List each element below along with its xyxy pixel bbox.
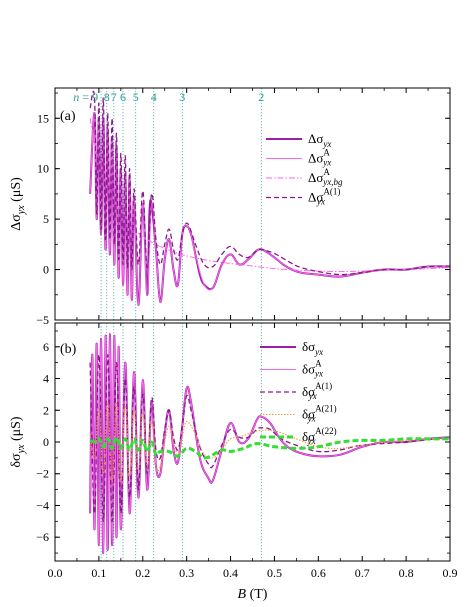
x-tick-label: 0.4 [223,566,238,580]
panel-a-ytick-label: −5 [36,313,49,327]
x-tick-label: 0.0 [48,566,63,580]
panel-b-series-group [89,333,450,555]
panel-b-label: (b) [60,342,77,357]
x-tick-label: 0.5 [267,566,282,580]
legend-label-base: Δσ [308,190,323,205]
legend-label-base: Δσ [308,131,323,146]
landau-level-symbol: n [73,90,79,104]
y-axis-label-base: δσ [9,453,24,468]
panel-a-ytick-label: 10 [37,162,49,176]
legend-label-base: δσ [302,407,315,422]
x-tick-label: 0.6 [311,566,326,580]
x-axis-label-unit: (T) [246,587,268,602]
legend-label-subscript: yx [322,158,331,168]
panel-b-legend-label-4: δσA(22) yx [302,426,337,446]
landau-level-label: 5 [133,90,139,104]
legend-label-superscript: A(21) [315,404,337,414]
x-tick-label: 0.8 [399,566,414,580]
x-tick-label: 0.9 [443,566,458,580]
x-tick-label: 0.2 [135,566,150,580]
landau-level-label: n = 9 [73,90,98,104]
panel-a-legend-label-1: ΔσA yx [308,148,331,168]
panel-a-ytick-label: 15 [37,111,49,125]
legend-label-base: δσ [302,384,315,399]
y-axis-label-unit: (μS) [9,177,24,205]
legend-label-subscript: yx [316,197,325,207]
panel-a-legend-label-2: ΔσA yx,bg [308,167,343,187]
legend-label-superscript: A(22) [315,426,337,436]
legend-label-base: δσ [302,362,315,377]
legend-label-base: δσ [302,339,315,354]
panel-a-frame [54,87,451,321]
panel-b-ytick-label: −6 [36,530,49,544]
x-tick-label: 0.7 [355,566,370,580]
legend-label-subscript: yx [322,139,331,149]
legend-label-superscript: A [323,167,330,177]
panel-a-ytick-label: 0 [43,263,49,277]
panel-b-y-axis-label: δσyx (μS) [9,416,27,468]
legend-label-subscript: yx,bg [322,177,343,187]
panel-a-legend-label-0: Δσyx [308,131,331,149]
panel-b-series-line-2 [89,354,450,522]
panel-b-legend-label-0: δσyx [302,339,323,357]
y-axis-label-base: Δσ [9,214,24,231]
panel-b-ytick-label: 0 [43,435,49,449]
panel-a-y-axis-label: Δσyx (μS) [9,177,27,231]
legend-label-base: δσ [302,429,315,444]
legend-label-base: Δσ [308,170,323,185]
legend-label-base: Δσ [308,151,323,166]
legend-label-subscript: yx [314,369,323,379]
landau-level-label: 8 [104,90,110,104]
panel-b-ytick-label: −2 [36,467,49,481]
panel-a-series-line-2 [89,118,450,273]
y-axis-label-unit: (μS) [9,416,24,444]
panel-b-ytick-label: −4 [36,498,49,512]
y-axis-label-subscript: yx [16,205,27,215]
panel-b-series-line-0 [89,333,450,555]
panel-a-ytick-label: 5 [43,212,49,226]
landau-level-label: 6 [120,90,126,104]
panel-a-label: (a) [60,109,76,124]
panel-b-ytick-label: 6 [43,340,49,354]
landau-level-label: 4 [151,90,157,104]
panel-a-series-line-3 [89,90,450,276]
landau-level-label: 3 [179,90,185,104]
panel-b-ytick-label: 2 [43,403,49,417]
landau-level-index: = 9 [79,90,98,104]
panel-b-series-line-3 [89,401,450,483]
legend-label-superscript: A [323,148,330,158]
panel-b-legend-label-2: δσA(1) yx [302,381,332,401]
x-tick-label: 0.1 [91,566,106,580]
panel-b-legend-label-1: δσA yx [302,359,323,379]
panel-b-series-line-4 [89,435,450,460]
panel-b-series-line-1 [89,333,450,554]
x-axis-label: B (T) [238,587,268,602]
legend-label-subscript: yx [314,347,323,357]
landau-level-label: 2 [258,90,264,104]
panel-a-series-group [89,90,450,306]
legend-label-superscript: A [315,359,322,369]
panel-a-legend-label-3: ΔσA(1) yx [308,187,340,207]
y-axis-label-subscript: yx [16,444,27,454]
panel-b-ytick-label: 4 [43,372,49,386]
legend-label-subscript: yx [307,436,316,446]
legend-label-superscript: A(1) [323,187,340,197]
x-tick-label: 0.3 [179,566,194,580]
legend-label-subscript: yx [307,414,316,424]
landau-level-label: 7 [111,90,117,104]
legend-label-subscript: yx [308,391,317,401]
x-axis-label-symbol: B [238,587,247,602]
legend-label-superscript: A(1) [315,381,332,391]
panel-b-legend-label-3: δσA(21) yx [302,404,337,424]
